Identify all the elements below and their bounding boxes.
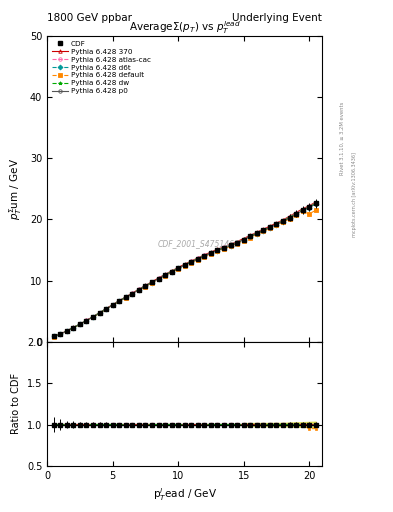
Y-axis label: Ratio to CDF: Ratio to CDF <box>11 373 21 434</box>
X-axis label: p$_{T}^{l}$ead / GeV: p$_{T}^{l}$ead / GeV <box>152 486 217 503</box>
Title: Average$\Sigma(p_T)$ vs $p_T^{lead}$: Average$\Sigma(p_T)$ vs $p_T^{lead}$ <box>129 19 241 36</box>
Text: mcplots.cern.ch [arXiv:1306.3436]: mcplots.cern.ch [arXiv:1306.3436] <box>352 152 357 237</box>
Text: Underlying Event: Underlying Event <box>232 13 322 23</box>
Text: Rivet 3.1.10, ≥ 3.2M events: Rivet 3.1.10, ≥ 3.2M events <box>340 101 345 175</box>
Text: CDF_2001_S4751469: CDF_2001_S4751469 <box>158 239 239 248</box>
Legend: CDF, Pythia 6.428 370, Pythia 6.428 atlas-cac, Pythia 6.428 d6t, Pythia 6.428 de: CDF, Pythia 6.428 370, Pythia 6.428 atla… <box>50 38 154 97</box>
Y-axis label: $p_T^\Sigma$um / GeV: $p_T^\Sigma$um / GeV <box>7 158 24 220</box>
Text: 1800 GeV ppbar: 1800 GeV ppbar <box>47 13 132 23</box>
